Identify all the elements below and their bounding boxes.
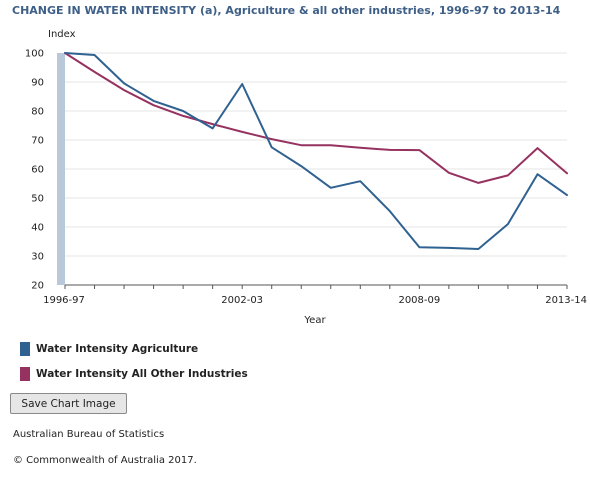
y-tick-label: 70 xyxy=(31,136,44,147)
x-axis-title: Year xyxy=(303,315,326,326)
legend-item-agriculture[interactable]: Water Intensity Agriculture xyxy=(20,342,198,356)
y-tick-label: 20 xyxy=(31,281,44,292)
copyright-text: © Commonwealth of Australia 2017. xyxy=(13,455,197,466)
series-line-other-industries xyxy=(64,52,568,184)
source-text: Australian Bureau of Statistics xyxy=(13,429,165,440)
y-tick-label: 90 xyxy=(31,78,44,89)
y-tick-label: 60 xyxy=(31,165,44,176)
base-year-highlight xyxy=(57,53,65,285)
legend-swatch-other-industries xyxy=(20,367,30,381)
save-chart-image-button[interactable]: Save Chart Image xyxy=(10,393,127,414)
chart-title: CHANGE IN WATER INTENSITY (a), Agricultu… xyxy=(12,4,561,17)
y-tick-label: 30 xyxy=(31,252,44,263)
x-tick-label: 1996-97 xyxy=(43,295,85,306)
legend-label-other-industries: Water Intensity All Other Industries xyxy=(36,368,248,380)
legend-label-agriculture: Water Intensity Agriculture xyxy=(36,343,199,355)
y-tick-label: 40 xyxy=(31,223,44,234)
x-tick-label: 2013-14 xyxy=(545,295,587,306)
x-tick-label: 2008-09 xyxy=(398,295,440,306)
line-chart: 20 30 40 50 60 70 80 90 100 1996-97 2002-03 2008-09… xyxy=(25,29,587,326)
y-tick-label: 100 xyxy=(25,49,44,60)
y-tick-label: 50 xyxy=(31,194,44,205)
legend-swatch-agriculture xyxy=(20,342,30,356)
y-tick-label: 80 xyxy=(31,107,44,118)
legend-item-other-industries[interactable]: Water Intensity All Other Industries xyxy=(20,367,248,381)
x-tick-label: 2002-03 xyxy=(221,295,263,306)
series-line-agriculture xyxy=(64,52,568,250)
y-axis-title: Index xyxy=(48,29,76,40)
